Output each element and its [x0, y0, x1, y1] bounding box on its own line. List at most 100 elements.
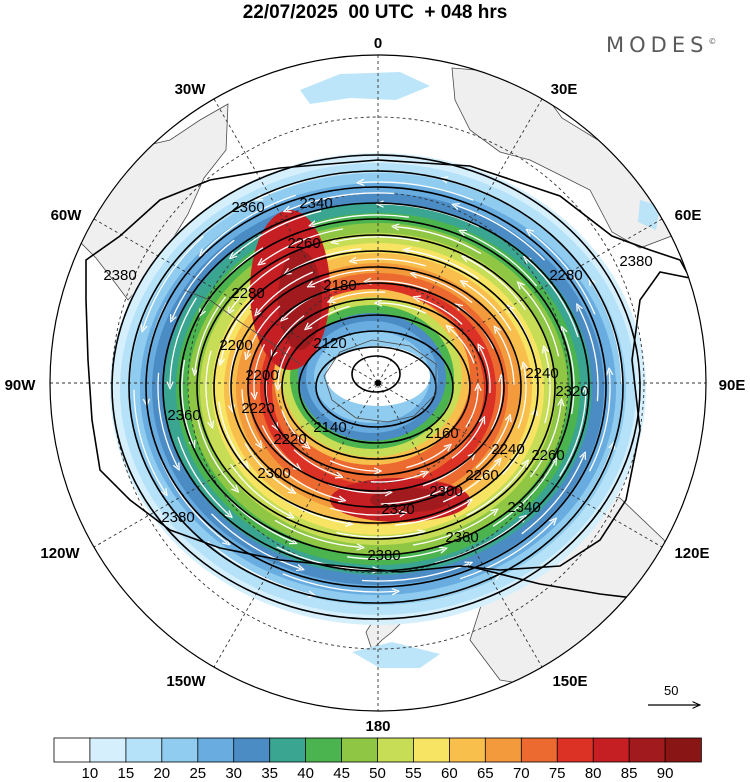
streamline — [170, 297, 197, 386]
streamline — [283, 470, 343, 500]
streamline — [378, 303, 427, 314]
streamline — [261, 228, 344, 263]
colorbar-swatch — [484, 737, 522, 763]
streamline — [133, 389, 165, 493]
streamline — [172, 239, 235, 319]
geopotential-contour — [128, 170, 624, 604]
colorbar — [53, 737, 702, 763]
streamline — [434, 518, 524, 564]
meridian-60w-120e — [93, 218, 663, 548]
contour-label: 2200 — [219, 337, 252, 354]
pole-marker — [375, 380, 381, 386]
contour-outer-2380 — [85, 159, 692, 573]
streamline — [412, 511, 495, 546]
label-90w: 90W — [5, 377, 37, 394]
streamline — [406, 446, 449, 469]
colorbar-tick-label: 20 — [153, 765, 171, 782]
streamline — [475, 418, 509, 469]
streamline — [287, 192, 395, 210]
colorbar-swatch — [377, 737, 415, 763]
geopotential-contour — [179, 218, 573, 556]
streamline — [395, 227, 482, 255]
antarctic-peninsula-coast — [183, 289, 301, 365]
contour-label: 2260 — [465, 467, 498, 484]
streamline — [196, 417, 236, 490]
geopotential-contour — [145, 186, 607, 588]
colorbar-tick-label: 35 — [261, 765, 279, 782]
colorbar-swatch — [53, 737, 91, 763]
streamline — [451, 420, 483, 459]
contour-label: 2360 — [231, 199, 264, 216]
wind-patch-north — [300, 72, 430, 104]
contour-label: 2160 — [425, 425, 458, 442]
streamline — [465, 387, 478, 428]
streamline — [526, 259, 579, 338]
contour-label: 2300 — [429, 483, 462, 500]
streamline — [334, 236, 420, 242]
streamline — [462, 232, 538, 287]
coastline-overlay — [183, 289, 437, 423]
streamline — [463, 282, 512, 331]
colorbar-swatch — [448, 737, 487, 763]
streamline — [181, 359, 193, 445]
streamline — [331, 291, 386, 301]
streamline — [361, 564, 469, 582]
streamline — [492, 461, 555, 527]
streamline — [407, 250, 479, 280]
streamline — [414, 274, 473, 304]
colorbar-tick-label: 75 — [548, 765, 566, 782]
colorbar-swatch — [664, 737, 702, 763]
colorbar-tick-label: 15 — [117, 765, 135, 782]
contour-label: 2280 — [231, 285, 264, 302]
brand-text: MODES — [606, 33, 709, 57]
map-boundary — [49, 54, 707, 712]
colorbar-swatch — [592, 737, 630, 763]
colorbar-swatch — [233, 737, 271, 763]
streamline — [261, 425, 298, 468]
contour-label: 2380 — [367, 547, 400, 564]
streamline — [380, 204, 480, 228]
streamline — [353, 259, 426, 267]
geopotential-contour — [213, 250, 539, 524]
streamline — [310, 269, 376, 286]
streamline — [232, 210, 322, 257]
streamline — [465, 258, 526, 311]
geopotential-contour — [162, 202, 590, 572]
contour-label: 2380 — [619, 253, 652, 270]
streamline — [367, 281, 429, 291]
streamline — [257, 271, 314, 313]
streamline — [195, 296, 227, 372]
streamline — [544, 349, 551, 424]
geopotential-contours — [85, 154, 706, 620]
modes-logo: MODES© — [606, 33, 716, 57]
colorbar-swatch — [520, 737, 558, 763]
africa-land — [451, 67, 683, 249]
streamline — [202, 194, 297, 253]
streamline — [459, 520, 554, 580]
streamline — [254, 344, 266, 396]
contour-label: 2200 — [245, 367, 278, 384]
label-30e: 30E — [551, 81, 578, 98]
contour-label: 2260 — [531, 447, 564, 464]
streamline — [312, 214, 409, 225]
wind-patch-south — [352, 642, 440, 668]
streamline — [416, 298, 463, 325]
streamline — [517, 365, 526, 429]
label-60w: 60W — [51, 207, 83, 224]
streamline — [563, 329, 575, 415]
streamline — [336, 532, 422, 538]
streamline — [360, 182, 474, 201]
geopotential-contour — [111, 154, 641, 620]
streamline — [207, 541, 313, 595]
geopotential-contour — [264, 298, 488, 476]
contour-label: 2320 — [381, 501, 414, 518]
label-180: 180 — [365, 718, 390, 735]
polar-calm-core — [326, 346, 430, 406]
streamline — [247, 305, 281, 356]
streamline — [380, 489, 446, 505]
colorbar-swatch — [412, 737, 451, 763]
colorbar-tick-label: 30 — [225, 765, 243, 782]
figure-title: 22/07/2025 00 UTC + 048 hrs — [242, 2, 508, 23]
contour-label: 2140 — [313, 419, 346, 436]
